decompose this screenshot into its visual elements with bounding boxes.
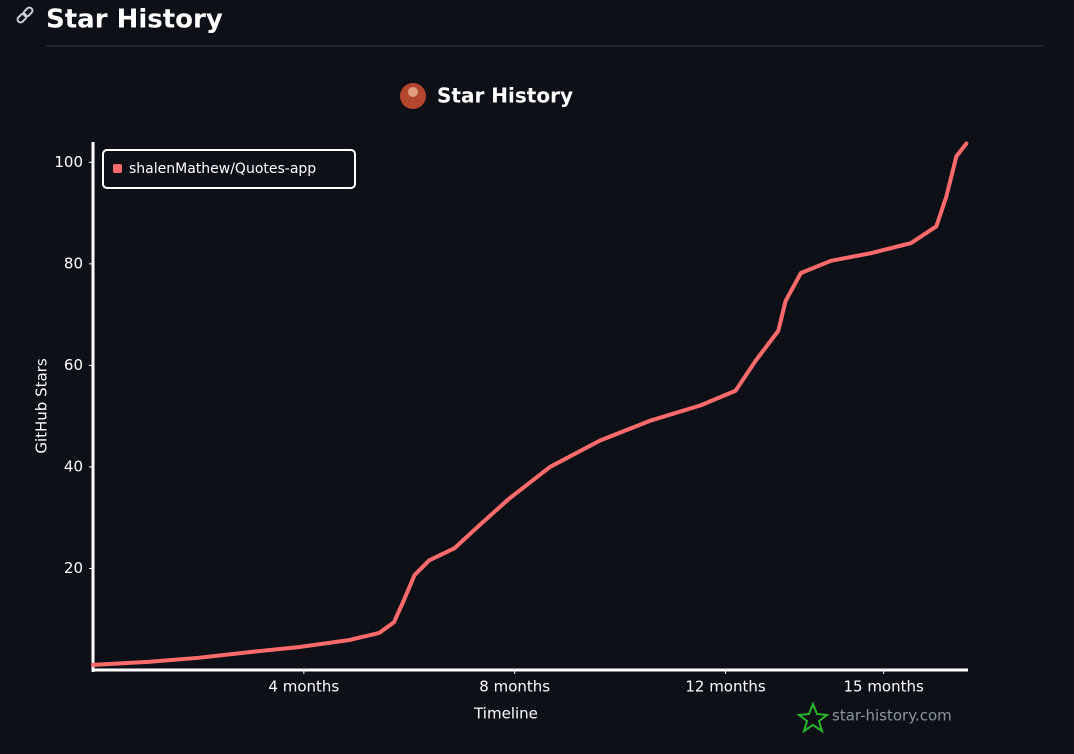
y-tick-label: 20 — [64, 559, 83, 577]
y-tick-label: 40 — [64, 457, 83, 475]
chart-title: Star History — [437, 84, 573, 108]
legend-box — [102, 149, 356, 189]
legend-swatch — [113, 164, 122, 173]
link-icon[interactable] — [16, 6, 34, 24]
y-tick-label: 80 — [64, 254, 83, 272]
y-tick-label: 100 — [54, 153, 83, 171]
y-tick-label: 60 — [64, 356, 83, 374]
x-tick-label: 8 months — [479, 678, 550, 696]
x-tick-label: 15 months — [843, 678, 924, 696]
avatar-face — [408, 87, 418, 97]
series-line — [91, 141, 969, 667]
legend-label: shalenMathew/Quotes-app — [129, 161, 316, 177]
header-title: Star History — [46, 5, 223, 35]
star-logo — [796, 701, 830, 734]
plot: 20 40 60 80 100 4 months 8 months 12 months 15 m… — [54, 141, 969, 696]
watermark: star-history.com — [832, 707, 952, 725]
x-tick-label: 12 months — [685, 678, 766, 696]
y-axis-label: GitHub Stars — [33, 358, 51, 454]
x-tick-label: 4 months — [268, 678, 339, 696]
x-axis-label: Timeline — [473, 705, 538, 723]
